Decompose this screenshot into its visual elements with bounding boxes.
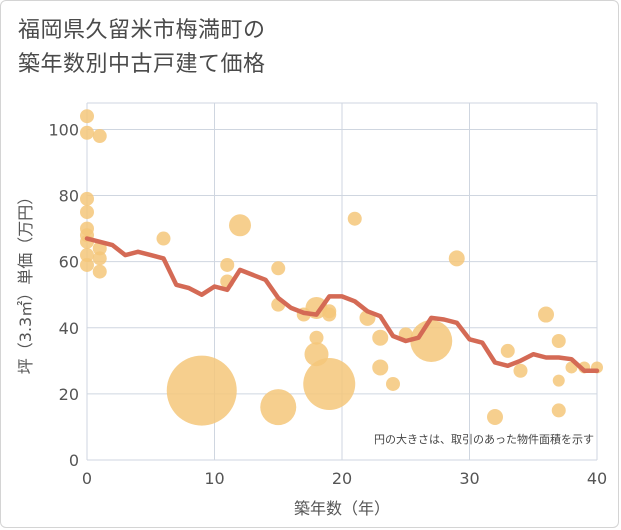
tick-labels: 0 10 20 30 40 0 20 40 60 80 100 [48,120,607,488]
x-tick-label: 40 [587,469,607,488]
chart-title-line-2: 築年数別中古戸建て価格 [18,52,266,77]
y-tick-label: 20 [59,385,79,404]
y-tick-label: 60 [59,253,79,272]
x-tick-label: 30 [459,469,479,488]
bubble-point [271,261,286,276]
x-axis-label: 築年数（年） [294,499,390,518]
bubble-point [500,343,515,358]
y-axis-label: 坪（3.3㎡）単価（万円） [16,189,35,374]
bubble-point [309,330,324,345]
bubble-point [260,389,297,426]
y-tick-label: 0 [69,451,79,470]
bubble-point [80,257,94,272]
x-tick-label: 10 [204,469,224,488]
bubble-point [303,357,356,410]
size-annotation: 円の大きさは、取引のあった物件面積を示す [374,432,594,446]
bubble-point [551,403,566,418]
bubble-point [410,320,453,362]
chart-title: 福岡県久留米市梅満町の 築年数別中古戸建て価格 [18,14,266,82]
y-tick-label: 80 [59,187,79,206]
bubble-point [386,376,400,391]
bubble-point [322,307,337,322]
average-price-line [84,236,600,374]
trend-line-layer [84,236,600,374]
bubble-point [372,359,389,376]
bubble-point [538,306,554,323]
bubble-point [80,125,94,140]
bubble-point [229,214,251,237]
bubble-point [92,251,107,266]
x-tick-label: 0 [82,469,92,488]
bubble-point [347,211,362,226]
bubble-point [80,205,94,220]
bubble-point [551,334,566,348]
bubble-point [220,257,235,272]
bubble-point [166,355,237,426]
y-tick-label: 40 [59,319,79,338]
y-tick-label: 100 [48,120,79,139]
bubble-point [552,374,565,387]
bubble-point [487,409,503,426]
x-tick-label: 20 [332,469,352,488]
bubble-point [448,250,465,267]
bubble-point [80,248,94,263]
bubble-point [372,329,389,346]
bubble-point [92,264,107,279]
chart-title-line-1: 福岡県久留米市梅満町の [18,18,266,43]
bubble-point [80,191,94,206]
bubble-point [92,129,107,144]
bubble-point [80,109,94,124]
bubble-point [156,231,171,246]
bubble-point [513,363,528,378]
